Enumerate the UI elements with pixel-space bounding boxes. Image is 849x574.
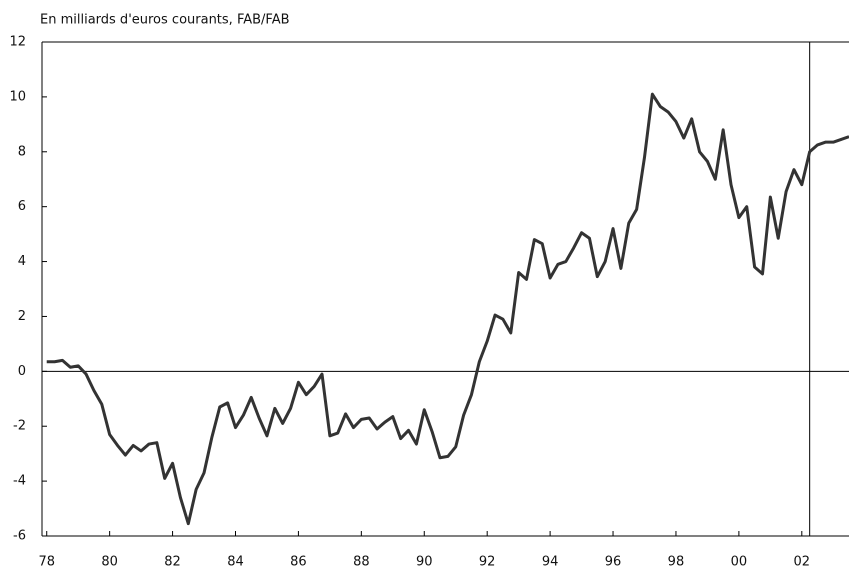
y-tick-label: -6 bbox=[13, 529, 26, 544]
x-tick-label: 90 bbox=[416, 555, 433, 570]
y-axis-label: En milliards d'euros courants, FAB/FAB bbox=[40, 13, 290, 28]
x-tick-label: 94 bbox=[542, 555, 559, 570]
y-tick-label: -4 bbox=[13, 474, 26, 489]
x-tick-label: 78 bbox=[38, 555, 55, 570]
x-tick-label: 96 bbox=[605, 555, 622, 570]
x-tick-label: 00 bbox=[731, 555, 748, 570]
y-tick-label: 8 bbox=[18, 144, 26, 159]
x-tick-label: 98 bbox=[668, 555, 685, 570]
y-tick-label: 12 bbox=[9, 35, 26, 50]
x-tick-label: 92 bbox=[479, 555, 496, 570]
x-tick-label: 84 bbox=[227, 555, 244, 570]
x-tick-label: 02 bbox=[794, 555, 811, 570]
y-tick-label: 6 bbox=[18, 199, 26, 214]
x-tick-label: 80 bbox=[101, 555, 118, 570]
y-tick-label: 4 bbox=[18, 254, 26, 269]
x-tick-label: 82 bbox=[164, 555, 181, 570]
x-tick-label: 88 bbox=[353, 555, 370, 570]
y-tick-label: -2 bbox=[13, 419, 26, 434]
y-tick-label: 2 bbox=[18, 309, 26, 324]
data-line bbox=[46, 92, 849, 526]
x-tick-label: 86 bbox=[290, 555, 307, 570]
y-tick-label: 10 bbox=[9, 89, 26, 104]
y-tick-label: 0 bbox=[18, 364, 26, 379]
